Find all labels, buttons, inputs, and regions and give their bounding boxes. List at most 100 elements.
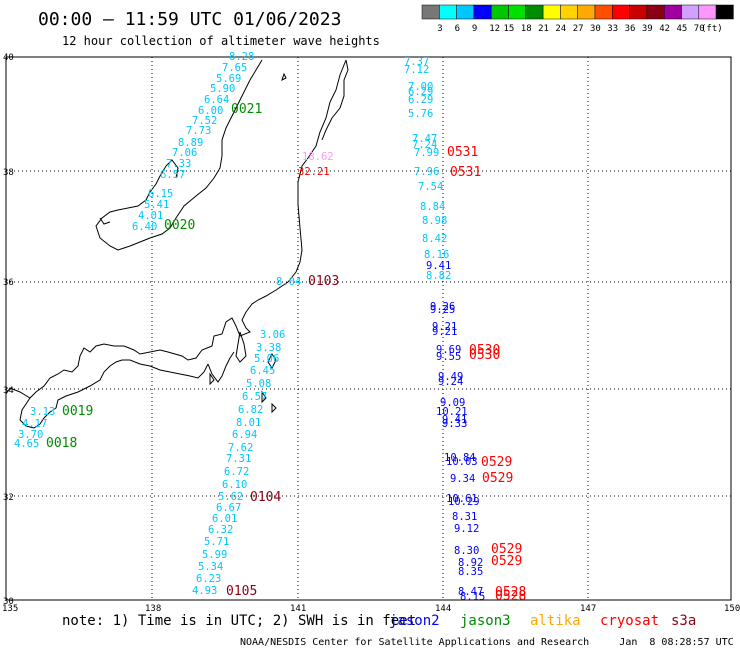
wave-height-value: 6.10	[222, 479, 247, 491]
pass-label: 0529	[491, 542, 522, 557]
wave-height-value: 9.24	[438, 376, 463, 388]
wave-height-value: 7.00	[408, 81, 433, 93]
wave-height-value: 5.41	[144, 199, 169, 211]
longitude-tick: 150	[724, 604, 740, 614]
wave-height-value: 9.49	[438, 371, 463, 383]
wave-height-value: 6.01	[212, 513, 237, 525]
latitude-tick: 40	[3, 53, 14, 63]
wave-height-value: 8.30	[454, 545, 479, 557]
legend-swatch	[508, 4, 527, 20]
wave-height-value: 5.06	[254, 353, 279, 365]
wave-height-value: 7.12	[404, 64, 429, 76]
pass-label: 0018	[46, 436, 77, 451]
legend-label: 30	[590, 24, 601, 34]
legend-label: 21	[538, 24, 549, 34]
wave-height-value: 7.96	[414, 166, 439, 178]
pass-label: 0104	[250, 490, 281, 505]
longitude-tick: 138	[145, 604, 161, 614]
map-frame	[5, 56, 732, 601]
legend-label: 39	[642, 24, 653, 34]
longitude-tick: 141	[290, 604, 306, 614]
map-subtitle: 12 hour collection of altimeter wave hei…	[62, 34, 380, 48]
wave-height-value: 6.29	[408, 94, 433, 106]
wave-height-value: 5.62	[218, 491, 243, 503]
pass-label: 0529	[491, 554, 522, 569]
latitude-tick: 34	[3, 386, 14, 396]
wave-height-value: 6.00	[198, 105, 223, 117]
pass-label: 0529	[482, 471, 513, 486]
wave-height-value: 6.82	[238, 404, 263, 416]
wave-height-value: 9.12	[454, 523, 479, 535]
wave-height-value: 6.29	[408, 86, 433, 98]
satellite-label: altika	[530, 613, 581, 629]
coastline	[5, 59, 349, 429]
wave-height-value: 4.65	[14, 438, 39, 450]
pass-label: 0105	[226, 584, 257, 599]
wave-height-value: 7.73	[186, 125, 211, 137]
wave-height-value: 7.37	[404, 56, 429, 68]
legend-swatch	[560, 4, 578, 20]
legend-swatch	[594, 4, 613, 20]
wave-height-value: 6.64	[204, 94, 229, 106]
legend-swatch	[663, 4, 682, 20]
legend-label: 9	[472, 24, 477, 34]
wave-height-value: 6.45	[250, 365, 275, 377]
wave-height-value: 7.62	[228, 442, 253, 454]
map-title: 00:00 – 11:59 UTC 01/06/2023	[38, 9, 341, 30]
legend-label: 3	[437, 24, 442, 34]
legend-swatch	[473, 4, 492, 20]
wave-height-value: 3.38	[256, 342, 281, 354]
latitude-ticks: 40 38 36 34 32 30	[3, 53, 14, 607]
wave-height-value: 6.23	[196, 573, 221, 585]
legend-label: 45	[677, 24, 688, 34]
wave-height-value: 6.94	[232, 429, 257, 441]
wave-height-value: 7.65	[222, 62, 247, 74]
legend-label: 18	[521, 24, 532, 34]
legend-swatch	[715, 4, 734, 20]
wave-height-value: 8.28	[229, 51, 254, 63]
wave-height-value: 8.31	[452, 511, 477, 523]
wave-height-value: 7.54	[418, 181, 443, 193]
wave-height-value: 5.08	[246, 378, 271, 390]
pass-label: 0019	[62, 404, 93, 419]
wave-height-value: 7.99	[414, 147, 439, 159]
wave-height-value: 4.01	[138, 210, 163, 222]
wave-height-value: 9.33	[442, 418, 467, 430]
pass-label: 0530	[469, 348, 500, 363]
wave-height-value: 8.16	[424, 249, 449, 261]
wave-height-value: 9.69	[436, 344, 461, 356]
legend-swatch	[456, 4, 475, 20]
pass-label: 0531	[447, 145, 478, 160]
wave-height-value: 10.61	[446, 493, 478, 505]
wave-height-value: 6.57	[160, 169, 185, 181]
legend-label: 24	[555, 24, 566, 34]
wave-height-value: 8.82	[426, 270, 451, 282]
pass-label: 0528	[495, 585, 526, 600]
wave-height-value: 8.98	[422, 215, 447, 227]
footer-credit: NOAA/NESDIS Center for Satellite Applica…	[240, 637, 740, 648]
legend-swatch	[525, 4, 544, 20]
wave-height-value: 10.21	[436, 406, 468, 418]
legend-swatch	[612, 4, 630, 20]
wave-height-value: 5.34	[198, 561, 223, 573]
wave-height-value: 6.40	[132, 221, 157, 233]
footer-note: note: 1) Time is in UTC; 2) SWH is in fe…	[62, 613, 416, 629]
wave-height-value: 5.76	[408, 108, 433, 120]
wave-height-value: 4.17	[22, 418, 47, 430]
wave-height-value: 8.35	[458, 566, 483, 578]
pass-label: 0530	[469, 343, 500, 358]
wave-height-value: 7.31	[226, 453, 251, 465]
legend-swatch	[577, 4, 596, 20]
wave-height-value: 10.03	[446, 456, 478, 468]
latitude-tick: 30	[3, 597, 14, 607]
wave-height-value: 32.21	[298, 166, 330, 178]
satellite-label: cryosat	[600, 613, 659, 629]
wave-height-value: 7.52	[192, 115, 217, 127]
wave-height-value: 10.29	[448, 496, 480, 508]
pass-label: 0531	[450, 165, 481, 180]
legend-label: 36	[625, 24, 636, 34]
wave-height-value: 9.55	[436, 351, 461, 363]
legend-label: 12	[489, 24, 500, 34]
pass-label: 0103	[308, 274, 339, 289]
